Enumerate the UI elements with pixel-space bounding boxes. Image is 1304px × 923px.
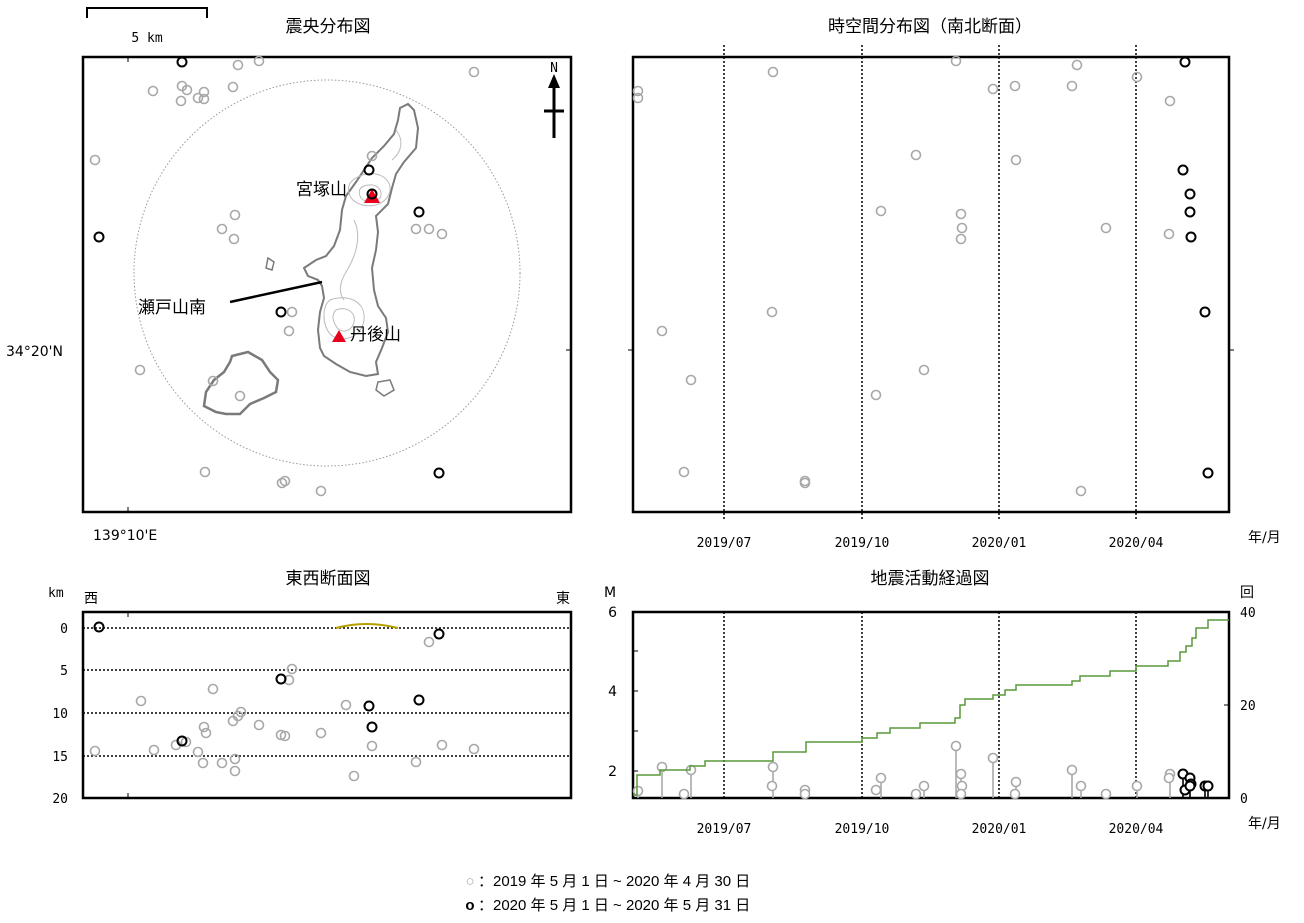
contour-line <box>339 219 359 301</box>
volcano-marker-miyatsuka <box>364 189 380 203</box>
search-radius-circle <box>133 79 521 467</box>
spacetime-frame <box>631 55 1231 514</box>
legend-symbol-new: o <box>465 897 475 914</box>
contour-line <box>323 297 365 340</box>
time-unit-label: 年/月 <box>1248 816 1281 832</box>
ew-depth-gridlines <box>83 627 571 757</box>
map-panel: 5 km 宮塚山 丹後山 瀬戸山南 N <box>6 7 573 544</box>
spacetime-panel: 2019/07 2019/10 2020/01 2020/04 年/月 <box>628 45 1281 551</box>
spacetime-gridlines <box>723 45 1137 520</box>
map-events-new <box>93 56 445 479</box>
x-tick-label: 2020/01 <box>972 536 1027 551</box>
activity-panel: M 2 4 6 回 0 20 40 2019/07 2019/10 2020/0… <box>604 585 1281 837</box>
x-tick-label: 2020/04 <box>1109 536 1164 551</box>
activity-title: 地震活動経過図 <box>871 569 990 589</box>
x-tick-label: 2019/10 <box>835 822 890 837</box>
magnitude-events-new <box>1177 768 1214 796</box>
depth-tick: 20 <box>52 792 68 807</box>
count-tick: 20 <box>1240 699 1256 714</box>
mag-tick: 4 <box>608 684 617 700</box>
x-tick-label: 2019/07 <box>697 822 752 837</box>
map-events-old <box>89 55 480 497</box>
west-label: 西 <box>84 591 98 607</box>
map-title: 震央分布図 <box>286 17 371 37</box>
activity-frame <box>631 610 1231 800</box>
x-tick-label: 2020/01 <box>972 822 1027 837</box>
depth-unit-label: km <box>48 586 64 601</box>
lon-label: 139°10'E <box>93 528 157 544</box>
count-tick: 0 <box>1240 792 1248 807</box>
east-label: 東 <box>556 591 570 607</box>
north-arrow-icon <box>548 74 560 88</box>
legend: ○ ：2019 年 5 月 1 日 ~ 2020 年 4 月 30 日 o ：202… <box>462 870 882 918</box>
count-tick: 40 <box>1240 606 1256 621</box>
activity-axis-ticks <box>633 650 1229 772</box>
volcano-marker-tango <box>332 330 346 342</box>
activity-gridlines <box>723 612 1137 798</box>
legend-row-new: o ：2020 年 5 月 1 日 ~ 2020 年 5 月 31 日 <box>462 894 882 918</box>
contour-line <box>332 308 355 332</box>
depth-tick: 10 <box>52 707 68 722</box>
ew-events-old <box>89 636 480 782</box>
time-unit-label: 年/月 <box>1248 530 1281 546</box>
mag-tick: 2 <box>608 764 617 780</box>
x-tick-label: 2019/10 <box>835 536 890 551</box>
legend-label-new: ：2020 年 5 月 1 日 ~ 2020 年 5 月 31 日 <box>478 897 751 914</box>
ew-frame <box>81 610 573 800</box>
spacetime-x-ticks: 2019/07 2019/10 2020/01 2020/04 <box>697 536 1164 551</box>
annotation-label: 瀬戸山南 <box>138 298 206 318</box>
contour-line <box>347 173 391 207</box>
legend-row-old: ○ ：2019 年 5 月 1 日 ~ 2020 年 4 月 30 日 <box>462 870 882 894</box>
islet <box>265 256 275 271</box>
topography-profile <box>335 623 399 629</box>
scale-bar <box>86 7 208 18</box>
count-tick-labels: 0 20 40 <box>1240 606 1256 807</box>
mag-axis-label: M <box>604 585 616 601</box>
legend-label-old: ：2019 年 5 月 1 日 ~ 2020 年 4 月 30 日 <box>478 873 751 890</box>
spacetime-events-new <box>1177 56 1214 479</box>
depth-tick: 5 <box>60 664 68 679</box>
west-island <box>202 350 280 416</box>
mag-tick: 6 <box>608 605 617 621</box>
scale-label: 5 km <box>131 31 162 46</box>
spacetime-title: 時空間分布図（南北断面） <box>828 17 1032 37</box>
ew-section-title: 東西断面図 <box>286 569 371 589</box>
north-label: N <box>550 61 558 76</box>
volcano-label-tango: 丹後山 <box>350 325 401 345</box>
activity-x-ticks: 2019/07 2019/10 2020/01 2020/04 <box>697 822 1164 837</box>
x-tick-label: 2020/04 <box>1109 822 1164 837</box>
islet <box>375 379 395 397</box>
count-axis-label: 回 <box>1240 585 1254 601</box>
contour-line <box>391 129 402 161</box>
volcano-label-miyatsuka: 宮塚山 <box>296 180 347 200</box>
cumulative-count-line <box>633 619 1229 796</box>
magnitude-events-old <box>632 740 1176 800</box>
lat-label: 34°20'N <box>6 344 63 360</box>
main-island <box>302 102 420 378</box>
depth-tick-labels: 0 5 10 15 20 <box>52 622 68 807</box>
legend-symbol-old: ○ <box>465 873 475 890</box>
depth-tick: 15 <box>52 750 68 765</box>
mag-tick-labels: 2 4 6 <box>608 605 617 780</box>
spacetime-events-old <box>632 55 1176 497</box>
depth-tick: 0 <box>60 622 68 637</box>
x-tick-label: 2019/07 <box>697 536 752 551</box>
annotation-leader <box>229 280 323 304</box>
ew-events-new <box>93 621 445 747</box>
ew-section-panel: km 西 東 0 5 10 15 20 <box>48 586 573 807</box>
